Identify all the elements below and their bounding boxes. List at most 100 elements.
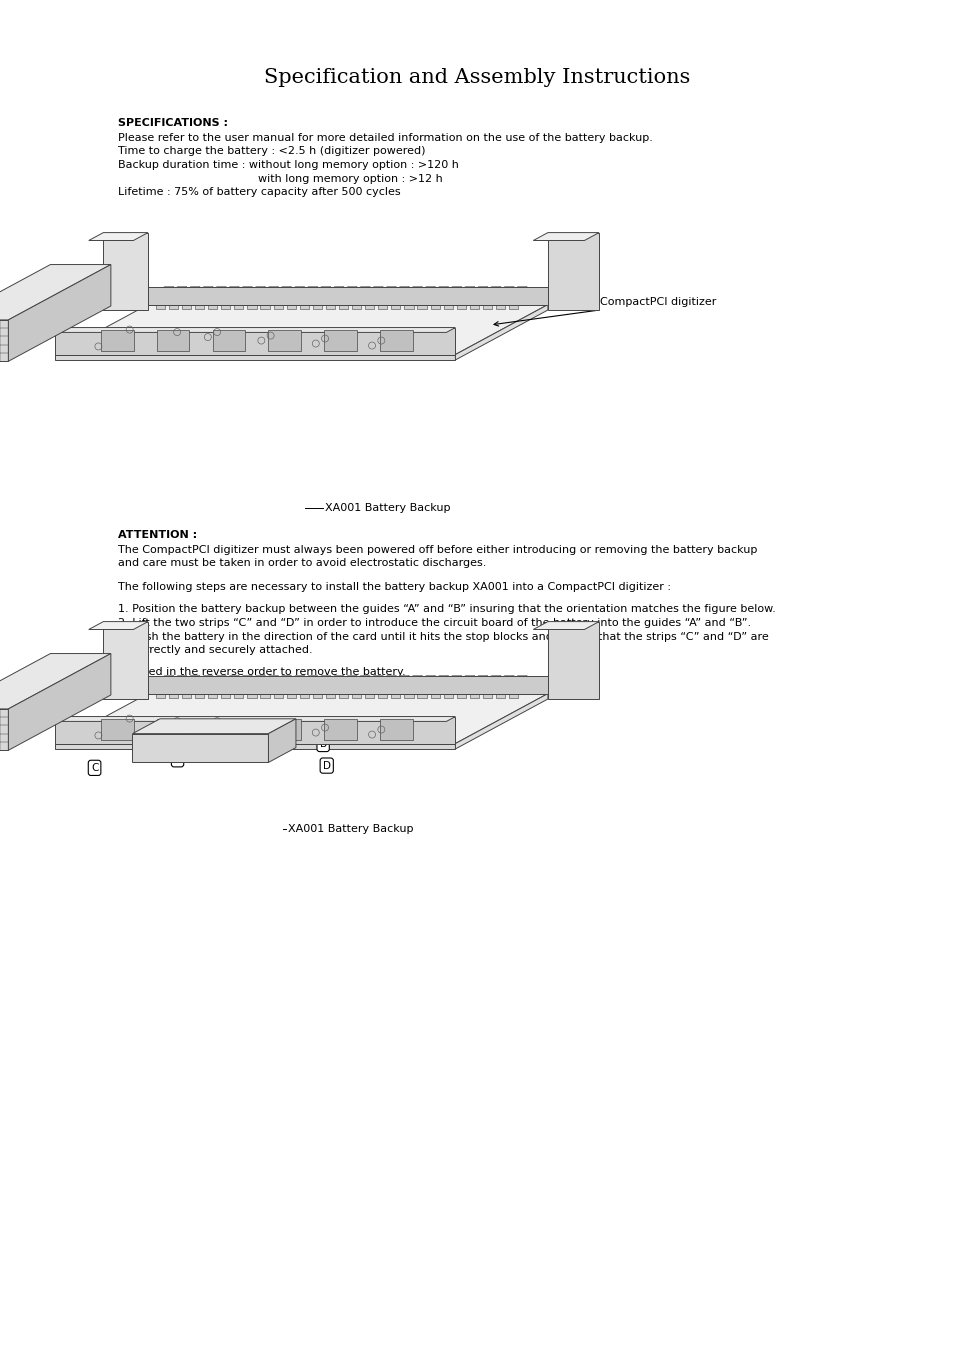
Polygon shape: [208, 286, 226, 292]
Polygon shape: [213, 719, 245, 740]
Polygon shape: [55, 693, 547, 743]
Polygon shape: [55, 716, 455, 743]
Polygon shape: [194, 286, 213, 292]
Polygon shape: [482, 292, 492, 309]
Polygon shape: [169, 286, 187, 292]
Polygon shape: [0, 320, 9, 361]
Polygon shape: [221, 286, 239, 292]
Polygon shape: [234, 676, 253, 681]
Polygon shape: [417, 286, 436, 292]
Polygon shape: [509, 681, 517, 698]
Polygon shape: [194, 676, 213, 681]
Polygon shape: [443, 676, 461, 681]
Polygon shape: [169, 292, 178, 309]
Polygon shape: [89, 621, 148, 630]
Polygon shape: [430, 286, 448, 292]
Polygon shape: [352, 676, 370, 681]
Polygon shape: [268, 719, 295, 762]
Polygon shape: [456, 286, 475, 292]
Polygon shape: [247, 676, 265, 681]
Polygon shape: [533, 232, 598, 240]
Polygon shape: [213, 330, 245, 351]
Text: The CompactPCI digitizer must always been powered off before either introducing : The CompactPCI digitizer must always bee…: [118, 544, 757, 555]
Text: C: C: [91, 763, 98, 773]
Polygon shape: [208, 681, 217, 698]
Polygon shape: [247, 292, 256, 309]
Polygon shape: [456, 681, 465, 698]
Polygon shape: [299, 292, 309, 309]
Polygon shape: [313, 681, 321, 698]
Text: SPECIFICATIONS :: SPECIFICATIONS :: [118, 118, 228, 128]
Text: D: D: [322, 761, 331, 770]
Polygon shape: [430, 292, 439, 309]
Polygon shape: [55, 327, 455, 354]
Polygon shape: [221, 676, 239, 681]
Polygon shape: [155, 681, 165, 698]
Text: Specification and Assembly Instructions: Specification and Assembly Instructions: [264, 68, 689, 86]
Polygon shape: [169, 681, 178, 698]
Polygon shape: [148, 286, 547, 304]
Text: Lifetime : 75% of battery capacity after 500 cycles: Lifetime : 75% of battery capacity after…: [118, 186, 400, 197]
Polygon shape: [365, 681, 374, 698]
Polygon shape: [417, 292, 426, 309]
Polygon shape: [247, 286, 265, 292]
Polygon shape: [326, 681, 335, 698]
Polygon shape: [182, 681, 191, 698]
Polygon shape: [533, 621, 598, 630]
Polygon shape: [430, 676, 448, 681]
Polygon shape: [274, 676, 292, 681]
Polygon shape: [103, 621, 148, 698]
Polygon shape: [338, 292, 348, 309]
Polygon shape: [455, 693, 547, 748]
Polygon shape: [391, 292, 400, 309]
Polygon shape: [274, 292, 282, 309]
Polygon shape: [274, 681, 282, 698]
Polygon shape: [260, 292, 270, 309]
Polygon shape: [469, 681, 478, 698]
Text: XA001 Battery Backup: XA001 Battery Backup: [288, 824, 413, 835]
Text: Time to charge the battery : <2.5 h (digitizer powered): Time to charge the battery : <2.5 h (dig…: [118, 146, 425, 157]
Polygon shape: [101, 330, 133, 351]
Polygon shape: [379, 330, 412, 351]
Polygon shape: [234, 292, 243, 309]
Text: XA001 Battery Backup: XA001 Battery Backup: [325, 503, 450, 513]
Polygon shape: [9, 654, 111, 750]
Polygon shape: [469, 292, 478, 309]
Polygon shape: [430, 681, 439, 698]
Polygon shape: [132, 719, 295, 734]
Polygon shape: [247, 681, 256, 698]
Text: B: B: [319, 739, 326, 748]
Text: 3. Push the battery in the direction of the card until it hits the stop blocks a: 3. Push the battery in the direction of …: [118, 631, 768, 642]
Polygon shape: [404, 676, 422, 681]
Polygon shape: [299, 286, 317, 292]
Polygon shape: [456, 292, 465, 309]
Polygon shape: [0, 709, 9, 750]
Polygon shape: [496, 286, 514, 292]
Polygon shape: [352, 681, 361, 698]
Polygon shape: [547, 621, 598, 698]
Polygon shape: [338, 286, 356, 292]
Polygon shape: [101, 719, 133, 740]
Polygon shape: [509, 286, 527, 292]
Polygon shape: [352, 286, 370, 292]
Text: 1. Position the battery backup between the guides “A” and “B” insuring that the : 1. Position the battery backup between t…: [118, 604, 775, 615]
Polygon shape: [260, 286, 278, 292]
Polygon shape: [182, 292, 191, 309]
Polygon shape: [286, 676, 304, 681]
Polygon shape: [299, 681, 309, 698]
Polygon shape: [47, 327, 455, 332]
Text: correctly and securely attached.: correctly and securely attached.: [118, 644, 313, 655]
Polygon shape: [260, 681, 270, 698]
Polygon shape: [509, 676, 527, 681]
Polygon shape: [443, 292, 453, 309]
Polygon shape: [286, 286, 304, 292]
Polygon shape: [379, 719, 412, 740]
Polygon shape: [326, 292, 335, 309]
Polygon shape: [443, 286, 461, 292]
Polygon shape: [391, 681, 400, 698]
Polygon shape: [169, 676, 187, 681]
Polygon shape: [234, 681, 243, 698]
Text: CompactPCI digitizer: CompactPCI digitizer: [494, 297, 716, 326]
Text: with long memory option : >12 h: with long memory option : >12 h: [118, 173, 442, 184]
Polygon shape: [404, 292, 413, 309]
